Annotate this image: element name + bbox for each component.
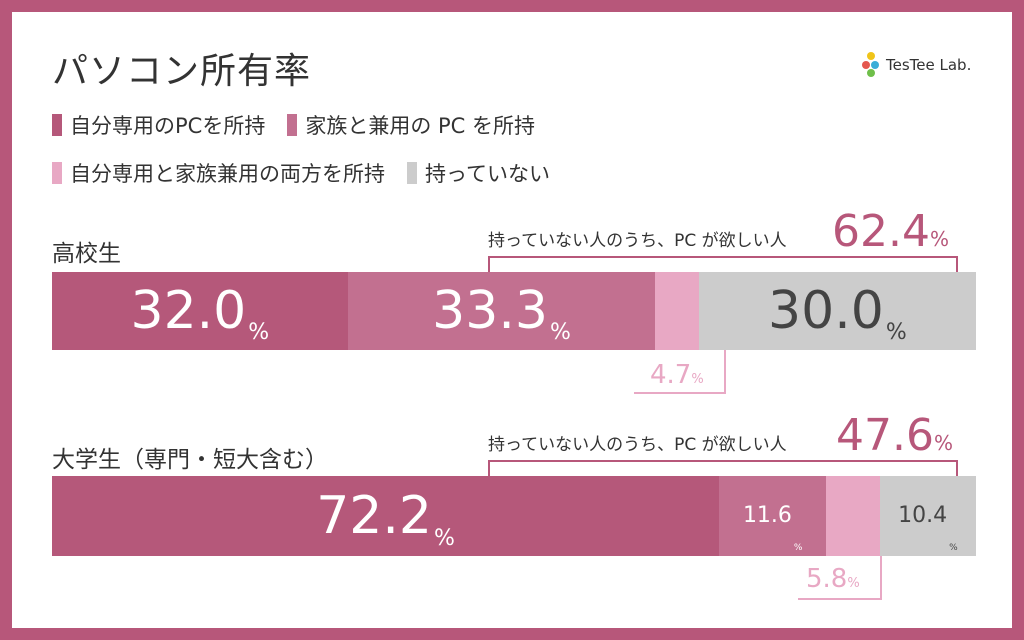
legend-item-family: 家族と兼用の PC を所持 <box>287 110 535 140</box>
legend-item-both: 自分専用と家族兼用の両方を所持 <box>52 158 385 188</box>
callout-value-high-school: 62.4% <box>832 210 949 254</box>
value-label-high-school-none: 30.0 <box>768 281 884 341</box>
flask-icon <box>862 52 880 78</box>
legend-swatch-family <box>287 114 298 136</box>
bar-segment-high-school-both <box>655 272 699 350</box>
stacked-bar-university: 72.2% 11.6% 10.4% <box>52 476 976 556</box>
value-label-pct: % <box>793 543 803 553</box>
callout-value-university-number: 47.6 <box>836 410 934 461</box>
legend-swatch-both <box>52 162 62 184</box>
category-label-high-school: 高校生 <box>52 241 121 267</box>
value-label-pct: % <box>549 320 571 345</box>
value-label-university-none: 10.4 <box>898 503 948 528</box>
legend-swatch-none <box>407 162 417 184</box>
callout-bracket-high-school <box>488 256 958 272</box>
value-label-university-both-number: 5.8 <box>806 564 848 594</box>
bar-segment-university-none: 10.4% <box>879 476 976 556</box>
value-label-pct: % <box>847 576 860 591</box>
value-label-pct: % <box>434 526 455 551</box>
small-bracket-high-school <box>634 350 726 394</box>
value-label-pct: % <box>691 372 704 387</box>
chart-title: パソコン所有率 <box>52 51 312 92</box>
legend-label-own: 自分専用のPCを所持 <box>70 114 266 138</box>
legend-item-own: 自分専用のPCを所持 <box>52 110 265 140</box>
callout-pct: % <box>929 227 949 251</box>
legend-item-none: 持っていない <box>407 158 550 188</box>
callout-text-high-school: 持っていない人のうち、PC が欲しい人 <box>488 231 787 251</box>
callout-bracket-university <box>488 460 958 476</box>
bar-segment-high-school-family: 33.3% <box>347 272 656 350</box>
stacked-bar-high-school: 32.0% 33.3% 30.0% <box>52 272 976 350</box>
value-label-pct: % <box>885 320 907 345</box>
value-label-university-both: 5.8% <box>806 566 860 592</box>
bar-segment-university-family: 11.6% <box>719 476 827 556</box>
value-label-university-family: 11.6 <box>742 503 792 528</box>
brand-name: TesTee Lab. <box>886 56 972 74</box>
legend-row-2: 自分専用と家族兼用の両方を所持 持っていない <box>52 158 550 188</box>
legend-swatch-own <box>52 114 62 136</box>
brand-logo: TesTee Lab. <box>862 52 971 78</box>
bar-segment-high-school-own: 32.0% <box>52 272 348 350</box>
bar-segment-university-both <box>826 476 880 556</box>
value-label-university-own: 72.2 <box>316 486 432 546</box>
value-label-high-school-family: 33.3 <box>432 281 548 341</box>
value-label-pct: % <box>248 320 270 345</box>
value-label-high-school-own: 32.0 <box>130 281 247 341</box>
small-bracket-university <box>798 556 882 600</box>
legend-row-1: 自分専用のPCを所持 家族と兼用の PC を所持 <box>52 110 535 140</box>
callout-text-university: 持っていない人のうち、PC が欲しい人 <box>488 435 787 455</box>
legend-label-both: 自分専用と家族兼用の両方を所持 <box>70 162 385 186</box>
bar-segment-high-school-none: 30.0% <box>698 272 976 350</box>
callout-value-university: 47.6% <box>836 414 953 458</box>
value-label-high-school-both: 4.7% <box>650 362 704 388</box>
bar-segment-university-own: 72.2% <box>52 476 720 556</box>
legend-label-family: 家族と兼用の PC を所持 <box>305 114 536 138</box>
callout-pct: % <box>933 431 953 455</box>
callout-value-high-school-number: 62.4 <box>832 206 930 257</box>
value-label-high-school-both-number: 4.7 <box>650 360 692 390</box>
legend-label-none: 持っていない <box>425 162 550 186</box>
value-label-pct: % <box>949 543 958 553</box>
category-label-university: 大学生（専門・短大含む） <box>52 447 328 473</box>
